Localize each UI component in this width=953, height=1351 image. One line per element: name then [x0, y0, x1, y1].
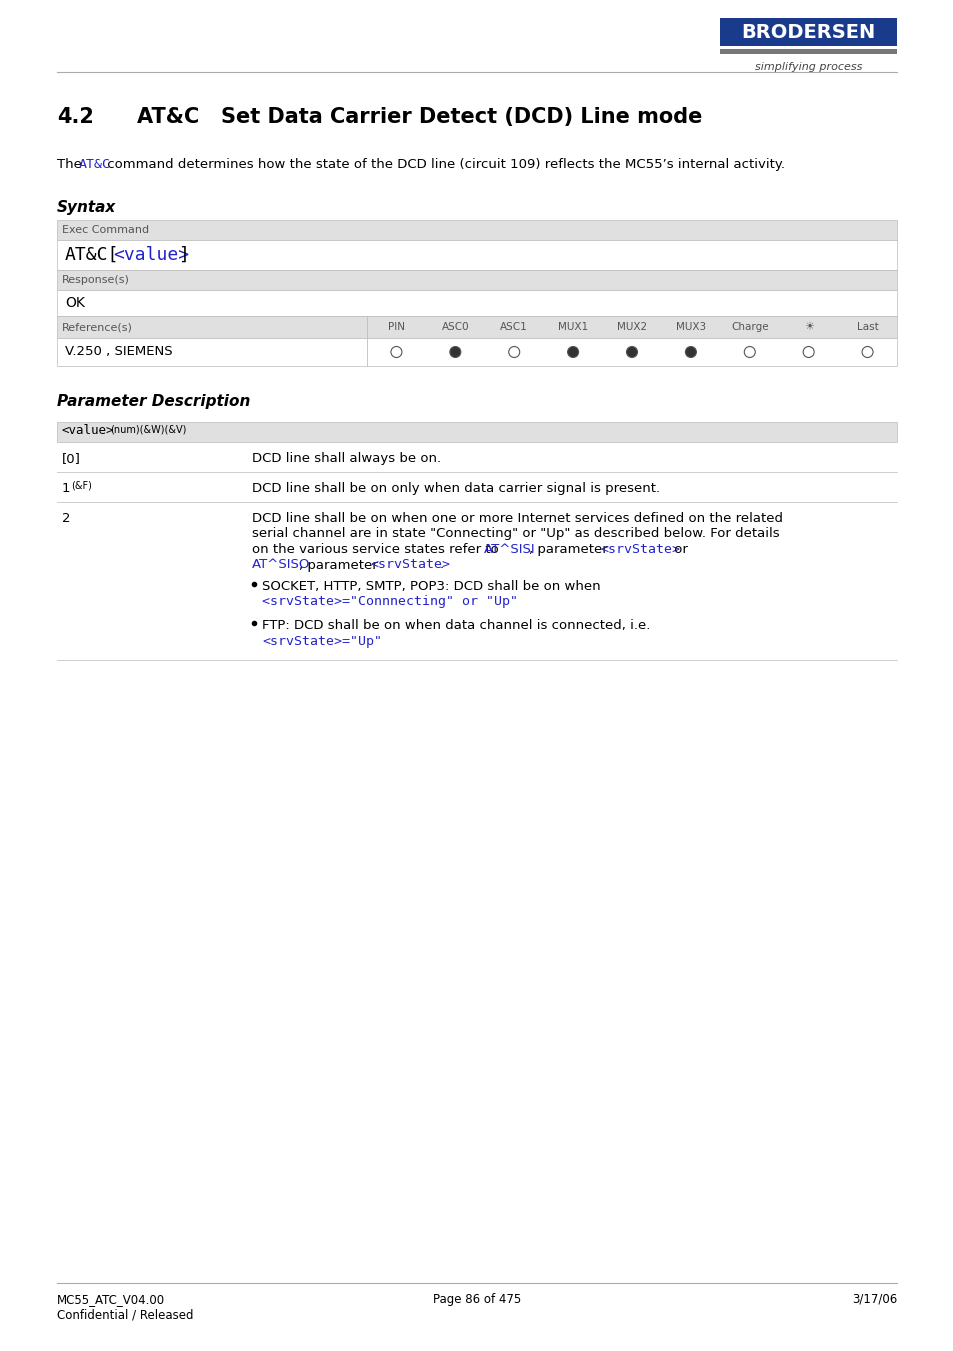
Text: MUX3: MUX3	[675, 322, 705, 332]
Bar	[57, 316, 367, 338]
Text: MUX1: MUX1	[558, 322, 588, 332]
Text: , parameter: , parameter	[529, 543, 612, 557]
Text: ]: ]	[179, 246, 190, 263]
Circle shape	[743, 346, 755, 358]
Text: MC55_ATC_V04.00: MC55_ATC_V04.00	[57, 1293, 165, 1306]
Text: PIN: PIN	[388, 322, 404, 332]
Circle shape	[626, 346, 637, 358]
Bar	[720, 18, 896, 46]
Circle shape	[567, 346, 578, 358]
Circle shape	[508, 346, 519, 358]
Text: Charge: Charge	[730, 322, 768, 332]
Text: ASC0: ASC0	[441, 322, 469, 332]
Circle shape	[684, 346, 696, 358]
Text: AT&C   Set Data Carrier Detect (DCD) Line mode: AT&C Set Data Carrier Detect (DCD) Line …	[137, 107, 701, 127]
Text: ASC1: ASC1	[499, 322, 528, 332]
Text: Syntax: Syntax	[57, 200, 116, 215]
Text: ☀: ☀	[802, 322, 813, 332]
Text: MUX2: MUX2	[617, 322, 646, 332]
Text: .: .	[439, 558, 444, 571]
Text: 1: 1	[62, 482, 71, 494]
Text: <value>: <value>	[62, 424, 114, 438]
Text: simplifying process: simplifying process	[754, 62, 862, 72]
Bar	[57, 240, 896, 270]
Text: SOCKET, HTTP, SMTP, POP3: DCD shall be on when: SOCKET, HTTP, SMTP, POP3: DCD shall be o…	[262, 580, 600, 593]
Text: on the various service states refer to: on the various service states refer to	[252, 543, 502, 557]
Circle shape	[391, 346, 401, 358]
Text: Exec Command: Exec Command	[62, 226, 149, 235]
Text: serial channel are in state "Connecting" or "Up" as described below. For details: serial channel are in state "Connecting"…	[252, 527, 779, 540]
Text: <srvState>="Connnecting" or "Up": <srvState>="Connnecting" or "Up"	[262, 596, 517, 608]
Bar	[57, 338, 367, 366]
Text: 2: 2	[62, 512, 71, 526]
Text: OK: OK	[65, 296, 85, 309]
Text: The: The	[57, 158, 86, 172]
Bar	[57, 270, 896, 290]
Text: Confidential / Released: Confidential / Released	[57, 1308, 193, 1321]
Text: Parameter Description: Parameter Description	[57, 394, 250, 409]
Text: Response(s): Response(s)	[62, 276, 130, 285]
Text: V.250 , SIEMENS: V.250 , SIEMENS	[65, 346, 172, 358]
Bar	[367, 338, 896, 366]
Text: AT&C[: AT&C[	[65, 246, 119, 263]
Text: AT^SISI: AT^SISI	[483, 543, 535, 557]
Text: (&F): (&F)	[71, 480, 91, 490]
Text: (num)(&W)(&V): (num)(&W)(&V)	[110, 424, 186, 434]
Text: AT^SISO: AT^SISO	[252, 558, 310, 571]
Text: [0]: [0]	[62, 453, 81, 465]
Text: DCD line shall be on when one or more Internet services defined on the related: DCD line shall be on when one or more In…	[252, 512, 782, 526]
Bar	[57, 290, 896, 316]
Text: <srvState>: <srvState>	[599, 543, 679, 557]
Text: 4.2: 4.2	[57, 107, 93, 127]
Text: AT&C: AT&C	[79, 158, 111, 172]
Text: or: or	[669, 543, 687, 557]
Text: 3/17/06: 3/17/06	[851, 1293, 896, 1306]
Text: Page 86 of 475: Page 86 of 475	[433, 1293, 520, 1306]
Text: Reference(s): Reference(s)	[62, 322, 132, 332]
Text: FTP: DCD shall be on when data channel is connected, i.e.: FTP: DCD shall be on when data channel i…	[262, 619, 650, 632]
Text: <srvState>="Up": <srvState>="Up"	[262, 635, 381, 647]
Bar	[57, 220, 896, 240]
Text: Last: Last	[856, 322, 878, 332]
Text: , parameter: , parameter	[298, 558, 381, 571]
Bar	[57, 422, 896, 442]
Text: DCD line shall be on only when data carrier signal is present.: DCD line shall be on only when data carr…	[252, 482, 659, 494]
Text: DCD line shall always be on.: DCD line shall always be on.	[252, 453, 440, 465]
Circle shape	[802, 346, 813, 358]
Circle shape	[862, 346, 872, 358]
Bar	[367, 316, 896, 338]
Text: BRODERSEN: BRODERSEN	[740, 23, 875, 42]
Text: <value>: <value>	[112, 246, 189, 263]
Text: <srvState>: <srvState>	[370, 558, 450, 571]
Text: command determines how the state of the DCD line (circuit 109) reflects the MC55: command determines how the state of the …	[103, 158, 784, 172]
Bar	[720, 49, 896, 54]
Circle shape	[450, 346, 460, 358]
